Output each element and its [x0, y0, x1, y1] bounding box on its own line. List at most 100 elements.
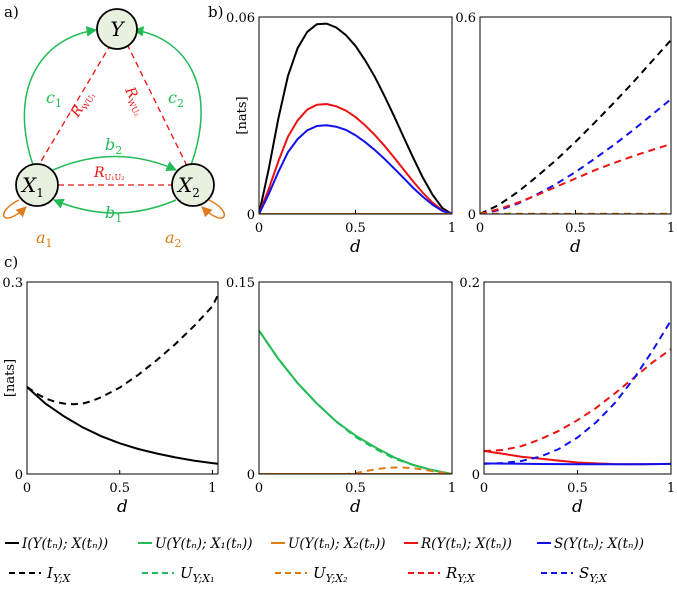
- y-tick-label: 0: [472, 468, 480, 483]
- edge-R-WU2: [126, 43, 189, 169]
- chart-c-middle: 0 0.5 1 0 0.15 d: [226, 276, 456, 517]
- legend-label: SY;X: [579, 564, 608, 585]
- legend-item-I_full: I(Y(tₙ); X(tₙ)): [5, 536, 108, 552]
- axes-frame: [479, 16, 672, 215]
- panel-label-a: a): [4, 3, 19, 21]
- axes-frame: [26, 281, 219, 475]
- legend-item-U2_full: U(Y(tₙ); X₂(tₙ)): [271, 536, 386, 552]
- y-axis-label: [nats]: [235, 96, 250, 134]
- edge-R-WU1: [36, 43, 112, 169]
- label-c2: c2: [168, 88, 184, 110]
- x-axis-label: d: [570, 237, 581, 257]
- series-line: [259, 102, 452, 214]
- node-X2: [171, 163, 215, 207]
- y-tick-label: 0: [468, 208, 476, 223]
- series-line: [27, 386, 218, 465]
- label-b2: b2: [105, 135, 122, 157]
- x-axis-label: d: [350, 237, 361, 257]
- legend: I(Y(tₙ); X(tₙ)) U(Y(tₙ); X₁(tₙ)) U(Y(tₙ); …: [5, 536, 644, 585]
- series-line: [484, 348, 671, 452]
- axes-frame: [258, 281, 453, 475]
- series-group: [27, 294, 218, 465]
- x-axis-label: d: [572, 497, 583, 517]
- y-tick-label: 0: [15, 468, 23, 483]
- label-a2: a2: [165, 228, 182, 250]
- legend-label: UY;X₁: [180, 564, 215, 585]
- series-line: [259, 330, 452, 474]
- series-line: [480, 39, 671, 214]
- x-tick-label: 0: [255, 481, 263, 496]
- series-line: [259, 330, 452, 474]
- x-tick-label: 0.5: [345, 481, 366, 496]
- x-axis-label: d: [117, 497, 128, 517]
- legend-label: I(Y(tₙ); X(tₙ)): [21, 536, 108, 552]
- panel-label-b: b): [208, 3, 223, 21]
- node-X1: [15, 163, 59, 207]
- legend-item-U1_full: U(Y(tₙ); X₁(tₙ)): [138, 536, 253, 552]
- chart-b-left: 0 0.5 1 0 0.06 d [nats]: [226, 11, 456, 257]
- x-tick-label: 0: [255, 221, 263, 236]
- legend-label: S(Y(tₙ); X(tₙ)): [554, 536, 644, 552]
- y-tick-label: 0: [247, 208, 255, 223]
- x-tick-label: 0: [476, 221, 484, 236]
- chart-b-right: 0 0.5 1 0 0.6 d: [455, 11, 675, 257]
- legend-item-S_red: SY;X: [541, 564, 608, 585]
- series-line: [259, 124, 452, 214]
- x-tick-label: 0: [23, 481, 31, 496]
- series-group: [480, 39, 671, 214]
- label-R-WU1: RWU₁: [67, 87, 97, 121]
- edge-c2-arrow: [132, 26, 202, 166]
- legend-label: R(Y(tₙ); X(tₙ)): [420, 536, 512, 552]
- series-line: [484, 462, 671, 466]
- edge-c1-arrow: [23, 26, 98, 166]
- x-tick-label: 1: [667, 221, 675, 236]
- node-X1-label: X1: [20, 173, 44, 200]
- legend-label: RY;X: [445, 564, 476, 585]
- x-tick-label: 1: [448, 221, 456, 236]
- legend-label: IY;X: [46, 564, 72, 585]
- charts: 0 0.5 100.06d[nats]0 0.5 100.6d0 0.5 100.3d[na…: [2, 11, 675, 517]
- x-tick-label: 0.5: [565, 221, 586, 236]
- axes-frame: [483, 281, 672, 475]
- legend-item-I_red: IY;X: [9, 564, 72, 585]
- label-R-U1U2: RU₁U₂: [93, 165, 124, 182]
- edge-a1-loop: [2, 199, 27, 219]
- y-tick-label: 0: [247, 468, 255, 483]
- legend-label: UY;X₂: [313, 564, 348, 585]
- legend-item-U2_red: UY;X₂: [275, 564, 348, 585]
- y-tick-label: 0.3: [2, 276, 23, 291]
- legend-item-S_full: S(Y(tₙ); X(tₙ)): [537, 536, 644, 552]
- series-line: [27, 294, 218, 406]
- chart-c-left: 0 0.5 1 0 0.3 d [nats]: [2, 276, 219, 517]
- label-R-WU2: RWU₂: [120, 84, 149, 118]
- series-line: [259, 22, 452, 214]
- label-c1: c1: [46, 88, 62, 110]
- x-tick-label: 0.5: [567, 481, 588, 496]
- y-tick-label: 0.06: [226, 11, 255, 26]
- node-Y-label: Y: [110, 17, 125, 41]
- legend-item-R_red: RY;X: [408, 564, 476, 585]
- series-line: [480, 98, 671, 214]
- edge-b1-arrow: [53, 198, 177, 214]
- x-tick-label: 0.5: [345, 221, 366, 236]
- legend-item-R_full: R(Y(tₙ); X(tₙ)): [404, 536, 512, 552]
- series-group: [259, 22, 452, 214]
- label-a1: a1: [36, 228, 53, 250]
- series-line: [480, 143, 671, 214]
- series-group: [259, 330, 452, 474]
- panel-label-c: c): [4, 253, 18, 271]
- node-X2-label: X2: [176, 173, 200, 200]
- y-tick-label: 0.15: [226, 276, 255, 291]
- legend-label: U(Y(tₙ); X₁(tₙ)): [155, 536, 253, 552]
- chart-c-right: 0 0.5 1 0 0.2 d: [459, 276, 675, 517]
- node-Y: [96, 8, 138, 50]
- series-line: [484, 319, 671, 465]
- x-tick-label: 1: [448, 481, 456, 496]
- causal-diagram: Y X1 X2 c1 c2 b2 b1 a1 a2 RWU₁ RWU₂ RU₁U…: [2, 8, 226, 250]
- x-tick-label: 0.5: [109, 481, 130, 496]
- x-tick-label: 1: [208, 481, 216, 496]
- y-tick-label: 0.2: [459, 276, 480, 291]
- label-b1: b1: [105, 203, 122, 225]
- legend-item-U1_red: UY;X₁: [142, 564, 215, 585]
